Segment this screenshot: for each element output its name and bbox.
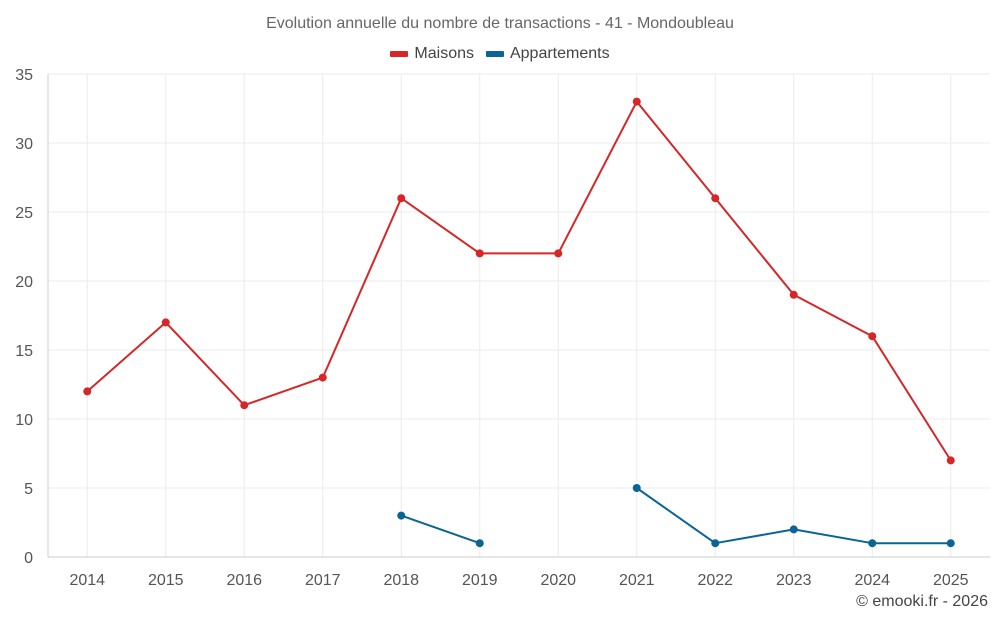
- data-point-maisons: [711, 194, 720, 203]
- x-tick-label: 2020: [540, 572, 576, 589]
- x-tick-label: 2023: [776, 572, 812, 589]
- x-tick-label: 2018: [383, 572, 419, 589]
- x-tick-label: 2015: [148, 572, 184, 589]
- data-point-appartements: [397, 511, 406, 520]
- legend-swatch-appartements: [485, 51, 504, 57]
- y-tick-label: 10: [15, 412, 33, 429]
- data-point-maisons: [397, 194, 406, 203]
- x-tick-label: 2021: [619, 572, 655, 589]
- y-tick-label: 5: [24, 481, 33, 498]
- legend-label-appartements: Appartements: [509, 45, 610, 62]
- data-point-maisons: [318, 373, 327, 382]
- data-point-appartements: [946, 539, 955, 548]
- y-tick-label: 25: [15, 205, 33, 222]
- data-point-appartements: [475, 539, 484, 548]
- chart-title: Evolution annuelle du nombre de transact…: [266, 15, 734, 32]
- y-tick-label: 20: [15, 274, 33, 291]
- series-line-maisons: [86, 100, 952, 461]
- y-tick-label: 15: [15, 343, 33, 360]
- legend: Maisons Appartements: [0, 45, 1000, 63]
- x-tick-label: 2025: [933, 572, 969, 589]
- data-point-maisons: [161, 318, 170, 327]
- legend-swatch-maisons: [390, 51, 409, 57]
- data-point-appartements: [868, 539, 877, 548]
- y-tick-label: 35: [15, 67, 33, 84]
- data-point-maisons: [554, 249, 563, 258]
- data-point-maisons: [632, 97, 641, 106]
- series-line-appartements: [400, 514, 481, 545]
- data-point-maisons: [789, 290, 798, 299]
- data-point-maisons: [946, 456, 955, 465]
- legend-item-appartements[interactable]: Appartements: [485, 45, 610, 63]
- data-point-maisons: [240, 401, 249, 410]
- legend-item-maisons[interactable]: Maisons: [390, 45, 474, 63]
- data-point-appartements: [789, 525, 798, 534]
- data-point-maisons: [83, 387, 92, 396]
- legend-label-maisons: Maisons: [414, 45, 474, 62]
- x-tick-label: 2014: [69, 572, 105, 589]
- x-tick-label: 2016: [226, 572, 262, 589]
- data-point-maisons: [475, 249, 484, 258]
- data-point-maisons: [868, 332, 877, 341]
- x-tick-label: 2019: [462, 572, 498, 589]
- x-tick-label: 2017: [305, 572, 341, 589]
- y-tick-label: 30: [15, 136, 33, 153]
- data-point-appartements: [711, 539, 720, 548]
- x-tick-label: 2022: [697, 572, 733, 589]
- y-tick-label: 0: [24, 550, 33, 567]
- x-tick-label: 2024: [854, 572, 890, 589]
- data-point-appartements: [632, 484, 641, 492]
- credit-text: © emooki.fr - 2026: [856, 593, 988, 610]
